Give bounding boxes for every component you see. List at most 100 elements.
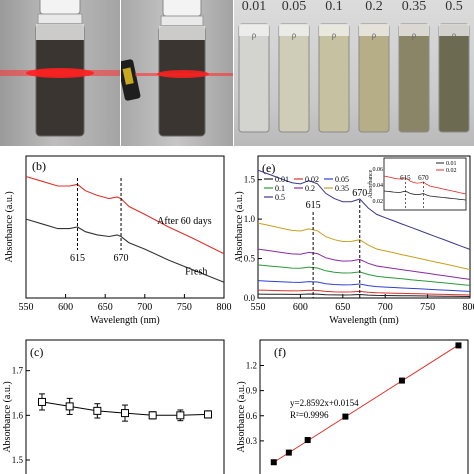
series-line	[257, 289, 471, 296]
plot-frame	[25, 339, 225, 474]
vial-photo-fresh	[0, 0, 120, 146]
y-tick-label: 1.5	[12, 455, 24, 465]
legend-label: 0.02	[305, 175, 319, 184]
legend-label: 0.2	[305, 184, 315, 193]
peak-label: 615	[306, 200, 321, 211]
data-point	[38, 397, 46, 406]
series-label-fresh: Fresh	[185, 266, 207, 277]
plot-frame	[259, 339, 469, 474]
series-line	[257, 169, 471, 250]
inset-y-tick-label: 0.02	[373, 199, 384, 205]
panel-label: (b)	[32, 159, 46, 173]
series-line	[257, 248, 471, 280]
y-tick-label: 0.3	[246, 436, 258, 446]
laser-vial-illustration	[121, 0, 233, 137]
data-point	[398, 377, 405, 384]
fit-equation: y=2.8592x+0.0154	[290, 398, 359, 408]
y-tick-label: 0.9	[246, 386, 258, 396]
x-axis-label: Wavelength (nm)	[329, 315, 398, 326]
x-tick-label: 600	[58, 302, 73, 313]
plot-frame	[25, 155, 225, 299]
data-point	[65, 402, 74, 411]
cuvette-marker: ρ	[452, 30, 457, 40]
chart-b: (b) 550 600 650 700 750 800 Wavelength (nm) Abso…	[4, 155, 232, 326]
y-axis-label: Absorbance (a.u.)	[4, 191, 15, 262]
cuvette-row: 0.01 ρ 0.05 ρ 0.1 ρ 0.2 ρ 0.35 ρ 0.5 ρ	[238, 0, 470, 133]
data-point	[270, 459, 277, 466]
inset-frame	[383, 157, 467, 211]
data-point	[93, 406, 102, 415]
cuvette-concentration-label: 0.5	[445, 0, 463, 14]
legend-label: 0.05	[335, 175, 349, 184]
x-tick-label: 650	[335, 302, 350, 313]
data-point	[148, 411, 157, 420]
cuvette-top	[399, 24, 429, 36]
data-point	[455, 342, 462, 349]
cuvette-concentration-label: 0.1	[325, 0, 343, 14]
cuvette-marker: ρ	[412, 30, 417, 40]
x-tick-label: 650	[98, 302, 113, 313]
panel-label: (c)	[30, 345, 43, 359]
inset-y-axis-label: Absorbance	[368, 169, 374, 198]
chart-e: (e) 550 600 650 700 750 800 0.0 0.5 1.0 1.5 Wavelen…	[234, 155, 474, 326]
cuvette-concentration-label: 0.01	[242, 0, 267, 14]
x-tick-label: 550	[251, 302, 266, 313]
cuvette-concentration-label: 0.05	[282, 0, 307, 14]
cuvette-marker: ρ	[372, 30, 377, 40]
cuvette-marker: ρ	[252, 30, 257, 40]
data-point	[204, 410, 212, 419]
inset-series-line	[383, 190, 467, 201]
x-tick-label: 550	[19, 302, 34, 313]
cuvette	[438, 23, 470, 133]
peak-label: 615	[70, 253, 85, 264]
series-line	[257, 222, 471, 270]
cuvette-top	[439, 24, 469, 36]
cuvette-top	[359, 24, 389, 36]
inset-series-line	[383, 175, 467, 195]
peak-label: 670	[114, 253, 129, 264]
y-axis-label: Absorbance (a.u.)	[2, 381, 13, 452]
y-tick-label: 0.0	[244, 293, 256, 303]
inset-peak-label: 615	[400, 174, 411, 182]
y-axis-label: Absorbance (a.u.)	[236, 381, 247, 452]
x-tick-label: 600	[293, 302, 308, 313]
cuvette	[358, 23, 390, 133]
cuvette-top	[239, 24, 269, 36]
legend-label: 0.5	[275, 193, 285, 202]
cuvette	[278, 23, 310, 133]
cuvette-marker: ρ	[292, 30, 297, 40]
series-line	[25, 218, 225, 283]
x-tick-label: 700	[378, 302, 393, 313]
y-tick-label: 1.5	[244, 175, 256, 185]
cuvette	[318, 23, 350, 133]
legend-label: 0.1	[275, 184, 285, 193]
data-point	[121, 409, 129, 418]
fit-r-squared: R²=0.9996	[290, 410, 329, 420]
legend-label: 0.35	[335, 184, 349, 193]
cuvette-concentration-label: 0.35	[402, 0, 427, 14]
cuvette	[398, 23, 430, 133]
y-tick-label: 1.0	[244, 214, 256, 224]
series-line	[257, 280, 471, 292]
cuvette	[238, 23, 270, 133]
chart-c: (c) 1.7 1.6 1.5 Absorbance (a.u.)	[2, 339, 225, 474]
x-tick-label: 750	[420, 302, 435, 313]
peak-label: 670	[352, 188, 367, 199]
y-tick-label: 1.2	[246, 361, 257, 371]
cuvette-top	[279, 24, 309, 36]
inset-legend-label: 0.01	[446, 161, 457, 167]
x-tick-label: 700	[137, 302, 152, 313]
cuvette-top	[319, 24, 349, 36]
inset-peak-label: 670	[418, 174, 429, 182]
data-point	[176, 411, 185, 420]
y-tick-label: 0.5	[244, 254, 256, 264]
cuvette-concentration-label: 0.2	[365, 0, 383, 14]
data-point	[285, 449, 292, 456]
series-line	[25, 175, 225, 255]
series-line	[257, 264, 471, 286]
x-axis-label: Wavelength (nm)	[90, 315, 159, 326]
cuvette-marker: ρ	[332, 30, 337, 40]
data-point	[304, 437, 311, 444]
cuvette-photo: 0.01 ρ 0.05 ρ 0.1 ρ 0.2 ρ 0.35 ρ 0.5 ρ	[234, 0, 474, 146]
